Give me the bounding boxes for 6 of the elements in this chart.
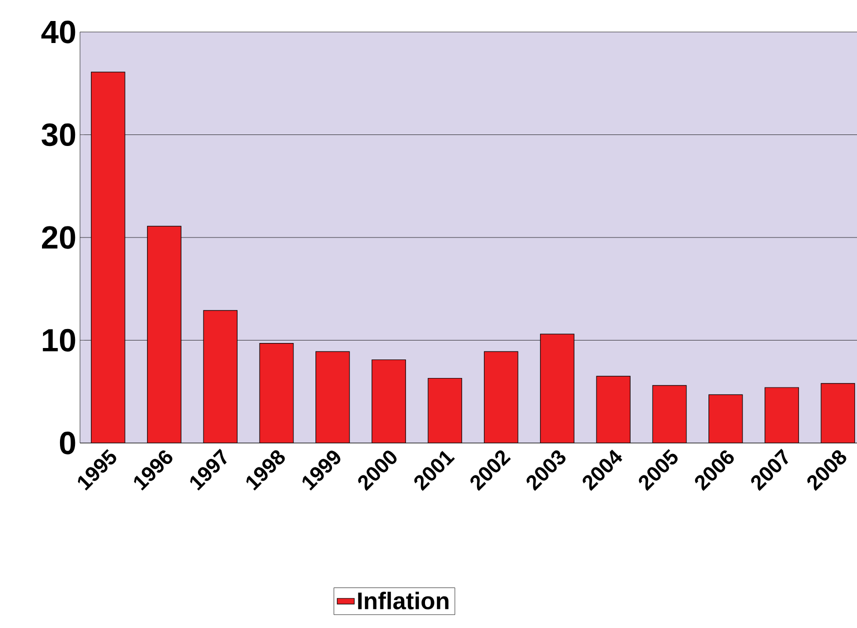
- y-tick-label: 10: [42, 328, 76, 352]
- y-tick-label: 40: [41, 20, 76, 44]
- y-tick-label: 30: [42, 123, 76, 146]
- y-tick-label: 20: [42, 226, 76, 249]
- y-tick-label: 0: [60, 432, 76, 454]
- legend-label: Inflation: [358, 592, 448, 610]
